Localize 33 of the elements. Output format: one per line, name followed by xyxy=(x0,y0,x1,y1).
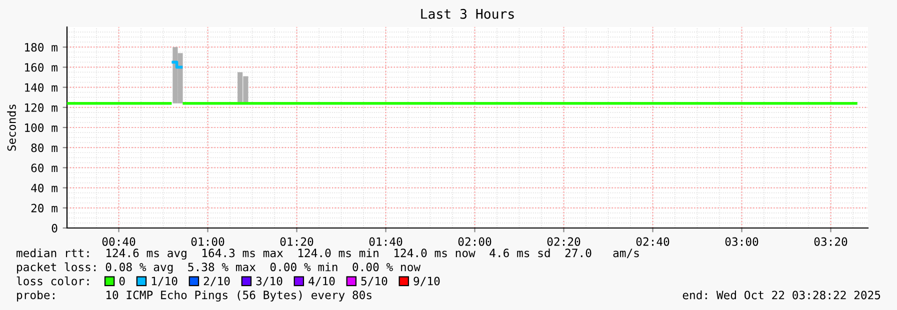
x-tick-label: 02:00 xyxy=(458,237,492,246)
legend-title: loss color: xyxy=(16,276,89,286)
y-tick-label: 80 m xyxy=(31,144,58,152)
text: packet loss: 0.08 % avg 5.38 % max 0.00 % min 0.00 % now xyxy=(17,262,421,274)
legend-label: 1/10 xyxy=(152,276,178,286)
text: probe: 10 ICMP Echo Pings (56 Bytes) every 80s xyxy=(17,290,372,302)
y-tick-label: 180 m xyxy=(25,43,58,52)
y-tick-label: 40 m xyxy=(31,184,58,192)
x-tick-label: 01:20 xyxy=(280,237,314,246)
x-tick-label: 03:20 xyxy=(814,237,848,246)
x-tick-label: 01:40 xyxy=(369,237,402,246)
y-tick-label: 140 m xyxy=(25,83,58,92)
y-tick-label: 160 m xyxy=(25,63,58,72)
legend-label: 5/10 xyxy=(361,276,388,286)
x-tick-label: 02:20 xyxy=(547,237,580,246)
legend-label: 0 xyxy=(119,276,125,286)
text: end: Wed Oct 22 03:28:22 2025 xyxy=(682,290,880,300)
legend-label: 2/10 xyxy=(204,276,230,286)
x-tick-label: 02:40 xyxy=(636,237,670,246)
chart-title: Last 3 Hours xyxy=(421,8,514,19)
text: median rtt: 124.6 ms avg 164.3 ms max 124.0 ms min 124.0 ms now 4.6 ms sd 27.0 am/s xyxy=(16,248,639,260)
x-tick-label: 01:00 xyxy=(191,237,224,246)
y-axis-title: Seconds xyxy=(7,104,16,151)
legend-label: 3/10 xyxy=(256,276,282,286)
y-tick-label: 120 m xyxy=(25,103,58,112)
x-tick-label: 03:00 xyxy=(725,237,758,246)
legend-label: 9/10 xyxy=(414,276,440,286)
y-tick-label: 20 m xyxy=(31,204,58,212)
y-tick-label: 100 m xyxy=(25,123,58,132)
y-tick-label: 0 xyxy=(52,224,58,233)
x-tick-label: 00:40 xyxy=(102,237,136,246)
legend-label: 4/10 xyxy=(308,276,335,286)
y-tick-label: 60 m xyxy=(31,164,58,172)
